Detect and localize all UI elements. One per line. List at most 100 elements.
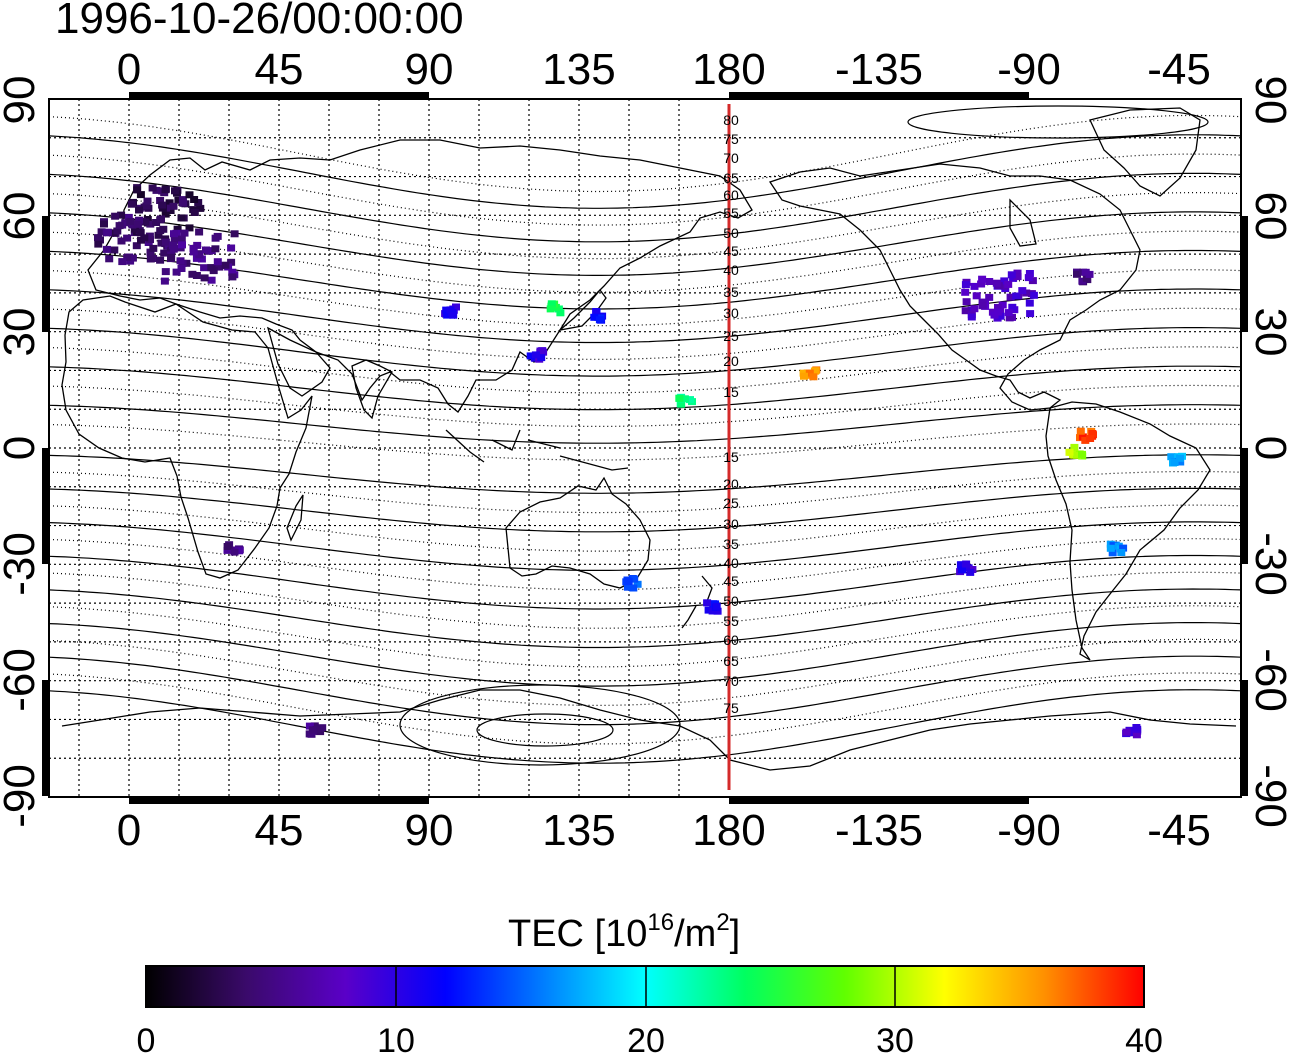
tec-cell [170,236,179,244]
tec-cell [185,191,194,199]
tec-cell [161,268,170,276]
coast-arabia [266,326,331,397]
tec-cell [994,303,1002,311]
magnetic-contour [49,672,1241,745]
tec-cell [1013,273,1022,281]
tec-cell [1073,451,1081,459]
tec-cell [156,256,165,264]
tec-cell [171,187,179,195]
contour-label: 50 [723,225,739,241]
tec-cell [443,311,452,319]
tec-cell [195,251,204,259]
tec-cluster [1073,268,1094,286]
coast-japan [557,288,607,332]
tec-cell [158,201,167,209]
contour-label: 50 [723,593,739,609]
tec-cell [957,561,966,569]
colorbar-tick-label: 10 [377,1022,415,1057]
tec-cluster [1122,724,1142,739]
contour-label: 20 [723,353,739,369]
tec-cell [1132,731,1141,739]
frame-accents [42,92,1248,804]
tec-cell [624,578,633,585]
tec-cell [985,278,994,285]
tec-cluster [961,269,1038,322]
tec-cell [94,240,103,248]
tec-cell [1081,268,1090,276]
contour-label: 75 [723,131,739,147]
contour-label: 60 [723,187,739,203]
tec-cell [189,248,198,256]
contour-label: 25 [723,495,739,511]
magnetic-contour [49,211,1241,276]
coast-indonesia [445,429,629,471]
tec-cell [192,254,201,262]
contour-label: 45 [723,573,739,589]
tec-cell [152,219,161,226]
tec-cell [977,280,986,288]
tec-cell [1004,309,1013,317]
tec-cell [1012,292,1021,300]
tec-cell [227,244,236,252]
contour-label: 70 [723,673,739,689]
contour-label: 70 [723,150,739,166]
magnetic-contour [49,454,1241,494]
tec-cell [972,292,981,300]
tec-cell [128,221,137,229]
magnetic-contour [49,192,1241,260]
contour-label: 20 [723,476,739,492]
tec-cell [958,566,966,574]
tec-cell [200,264,209,272]
tec-cluster [956,560,977,576]
magnetic-contour [49,249,1241,310]
tec-cell [140,234,149,242]
lon-tick-label: 0 [117,45,141,94]
tec-cell [961,281,970,289]
tec-cell [998,301,1007,309]
contour-label: 55 [723,205,739,221]
tec-cell [130,225,139,233]
tec-cell [708,607,717,615]
coast-north-america [768,163,1141,411]
contour-label: 15 [723,384,739,400]
tec-cluster [1106,540,1128,557]
tec-cell [966,568,975,576]
tec-cell [1025,270,1034,277]
tec-cell [629,584,638,592]
tec-cell [1078,277,1087,285]
tec-cell [207,276,216,284]
tec-cell [110,246,119,254]
colorbar-tick-label: 40 [1125,1022,1163,1057]
colorbar-tick-label: 20 [627,1022,665,1057]
tec-cluster [546,300,565,317]
magnetic-contour [49,471,1241,514]
tec-cell [146,255,155,263]
tec-cell [169,202,178,210]
magnetic-pole-south-outer [399,684,681,766]
tec-cluster [590,308,607,324]
tec-cell [193,241,202,249]
lon-tick-label: 45 [255,806,304,855]
tec-cell [1009,274,1018,282]
tec-cell [94,234,102,242]
contour-label: 75 [723,700,739,716]
tec-cell [132,242,141,250]
tec-cell [102,245,111,253]
tec-cell [228,268,237,276]
tec-cell [1004,280,1013,288]
tec-cell [305,722,314,730]
lon-tick-label: 0 [117,806,141,855]
contour-label: 40 [723,262,739,278]
magnetic-contour [49,153,1241,226]
tec-cell [133,186,142,194]
tec-cell [712,602,721,610]
magnetic-pole-south-inner [476,713,614,747]
tec-cell [190,209,199,216]
coast-greenland [1089,107,1201,197]
tec-cell [677,400,686,408]
coast-antarctica [61,689,1237,771]
magnetic-contour [49,114,1241,193]
magnetic-contour [49,655,1241,726]
tec-cell [123,254,132,261]
